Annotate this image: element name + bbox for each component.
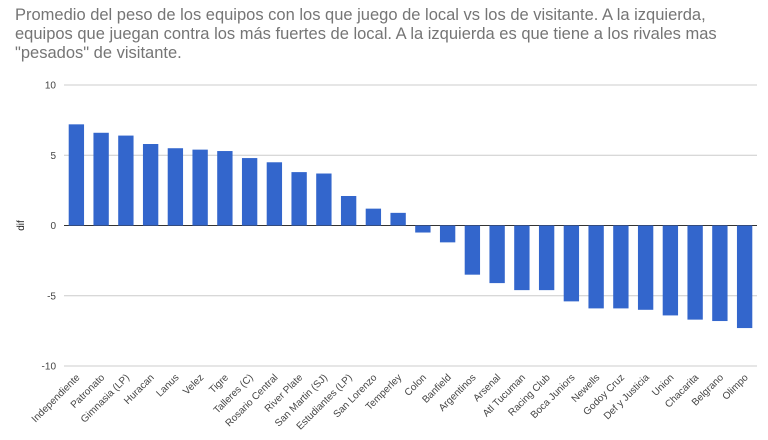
bar[interactable] <box>588 225 604 309</box>
y-tick-label: 10 <box>45 81 57 92</box>
bar[interactable] <box>563 225 580 302</box>
bar[interactable] <box>415 225 431 233</box>
x-tick-label: Lanus <box>154 372 181 399</box>
bar[interactable] <box>390 212 406 226</box>
y-tick-label: -10 <box>42 362 57 373</box>
y-axis-title: dif <box>16 220 27 231</box>
bar[interactable] <box>712 225 728 322</box>
bar[interactable] <box>464 225 481 275</box>
x-tick-label: Olimpo <box>721 372 751 402</box>
bar[interactable] <box>316 173 332 226</box>
bar[interactable] <box>142 144 159 226</box>
bar[interactable] <box>365 208 382 226</box>
bar[interactable] <box>340 195 357 226</box>
y-tick-label: -5 <box>47 291 56 302</box>
bar[interactable] <box>241 158 258 226</box>
bar[interactable] <box>736 225 753 329</box>
y-tick-label: 0 <box>50 221 56 232</box>
bar[interactable] <box>68 124 85 226</box>
bar[interactable] <box>514 225 530 291</box>
bar[interactable] <box>538 225 555 291</box>
bar[interactable] <box>291 172 307 226</box>
bar[interactable] <box>118 135 134 226</box>
bar[interactable] <box>439 225 456 243</box>
bar[interactable] <box>637 225 654 310</box>
bar[interactable] <box>192 149 208 226</box>
bar[interactable] <box>662 225 679 316</box>
y-tick-label: 5 <box>50 151 56 162</box>
bar[interactable] <box>687 225 703 320</box>
chart-title: Promedio del peso de los equipos con los… <box>15 6 717 62</box>
bar[interactable] <box>167 148 184 226</box>
bar[interactable] <box>489 225 505 284</box>
bar[interactable] <box>266 162 283 226</box>
bar[interactable] <box>93 132 109 226</box>
bar[interactable] <box>217 151 233 226</box>
bar[interactable] <box>613 225 629 309</box>
x-tick-label: Velez <box>181 372 206 397</box>
